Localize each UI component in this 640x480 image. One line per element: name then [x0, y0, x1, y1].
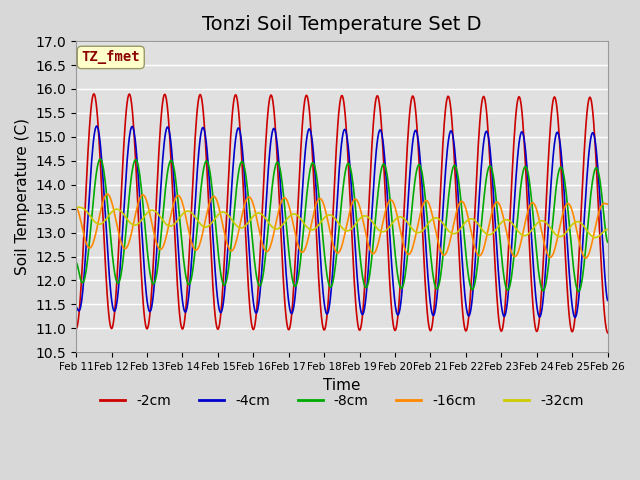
-2cm [138, 269, 145, 275]
-16cm [103, 191, 111, 197]
-2cm [407, 99, 415, 105]
Text: TZ_fmet: TZ_fmet [81, 50, 140, 64]
-4cm [138, 220, 145, 226]
-4cm [220, 300, 227, 306]
Line: -4cm: -4cm [76, 126, 607, 317]
-8cm [97, 156, 104, 162]
-8cm [220, 281, 227, 287]
-16cm [220, 224, 227, 230]
-2cm [191, 135, 199, 141]
-16cm [191, 247, 199, 253]
-32cm [83, 208, 90, 214]
Title: Tonzi Soil Temperature Set D: Tonzi Soil Temperature Set D [202, 15, 482, 34]
-8cm [407, 216, 415, 221]
-2cm [220, 277, 227, 283]
-8cm [575, 288, 582, 294]
-16cm [407, 249, 415, 255]
-8cm [604, 239, 611, 245]
-2cm [82, 192, 90, 198]
Line: -8cm: -8cm [76, 159, 607, 291]
-32cm [407, 225, 415, 230]
-32cm [74, 204, 81, 210]
X-axis label: Time: Time [323, 377, 360, 393]
-16cm [72, 204, 80, 210]
-16cm [82, 239, 90, 245]
Line: -16cm: -16cm [76, 194, 607, 258]
Legend: -2cm, -4cm, -8cm, -16cm, -32cm: -2cm, -4cm, -8cm, -16cm, -32cm [95, 389, 589, 414]
-2cm [604, 330, 611, 336]
-2cm [422, 300, 430, 306]
-4cm [72, 304, 80, 310]
-32cm [191, 214, 199, 220]
-8cm [82, 270, 90, 276]
-8cm [138, 184, 145, 190]
-8cm [72, 259, 80, 265]
-8cm [422, 208, 430, 214]
-32cm [604, 227, 611, 232]
-32cm [138, 218, 145, 224]
-16cm [138, 193, 145, 199]
-16cm [604, 201, 611, 207]
-4cm [422, 253, 430, 259]
-32cm [220, 209, 227, 215]
Line: -32cm: -32cm [76, 207, 607, 238]
-32cm [591, 235, 599, 240]
-2cm [72, 326, 80, 332]
-32cm [72, 204, 80, 210]
-32cm [422, 223, 430, 228]
-16cm [582, 255, 589, 261]
-8cm [191, 247, 199, 252]
-2cm [90, 91, 98, 96]
Y-axis label: Soil Temperature (C): Soil Temperature (C) [15, 118, 30, 275]
-4cm [572, 314, 579, 320]
-4cm [191, 200, 199, 206]
-4cm [82, 249, 90, 254]
-4cm [407, 156, 415, 162]
Line: -2cm: -2cm [76, 94, 607, 333]
-16cm [422, 198, 430, 204]
-4cm [93, 123, 100, 129]
-4cm [604, 298, 611, 303]
